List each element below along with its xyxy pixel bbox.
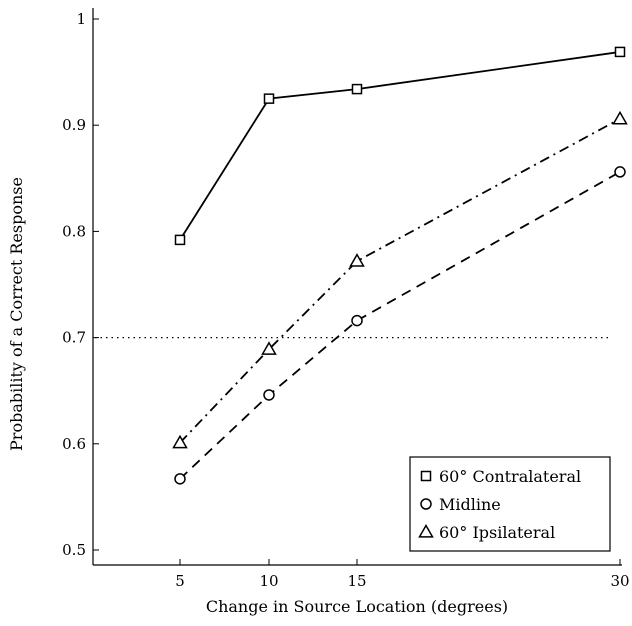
- data-point: [261, 341, 277, 355]
- legend-item: Midline: [420, 495, 501, 514]
- y-tick-label: 0.6: [62, 435, 86, 453]
- legend: 60° Contralateral Midline 60° Ipsilateral: [409, 456, 611, 552]
- tick-layer: 0.50.60.70.80.915 10 15 30: [62, 10, 629, 590]
- data-point: [263, 389, 275, 401]
- data-point: [612, 110, 628, 125]
- data-point: [263, 93, 275, 104]
- series-line: [179, 118, 621, 444]
- y-axis-label: Probability of a Correct Response: [7, 177, 26, 451]
- x-tick-label: 30: [610, 572, 629, 590]
- data-point: [174, 473, 186, 485]
- data-point: [349, 253, 365, 267]
- data-point: [351, 314, 363, 327]
- legend-box: [409, 456, 611, 552]
- legend-item: 60° Contralateral: [420, 467, 581, 486]
- legend-label: 60° Contralateral: [439, 467, 581, 486]
- series-triangle: [172, 110, 628, 449]
- series-layer: [172, 46, 628, 485]
- series-circle: [174, 166, 626, 485]
- y-tick-label: 0.5: [62, 541, 86, 559]
- y-tick-label: 1: [76, 10, 86, 28]
- x-tick-label: 15: [347, 572, 366, 590]
- series-line: [179, 51, 621, 241]
- data-point: [174, 234, 186, 246]
- x-axis-label: Change in Source Location (degrees): [206, 597, 508, 616]
- legend-marker: [418, 523, 434, 538]
- legend-marker: [420, 498, 432, 510]
- legend-marker: [420, 470, 432, 482]
- x-tick-label: 5: [175, 572, 185, 590]
- series-square: [174, 46, 626, 246]
- data-point: [351, 83, 363, 95]
- y-tick-label: 0.9: [62, 116, 86, 134]
- legend-item: 60° Ipsilateral: [418, 523, 555, 542]
- legend-label: Midline: [439, 495, 501, 514]
- data-point: [614, 46, 626, 58]
- y-tick-label: 0.8: [62, 222, 86, 240]
- data-point: [172, 434, 188, 449]
- data-point: [614, 166, 626, 178]
- x-tick-label: 10: [259, 572, 278, 590]
- series-line: [179, 171, 621, 480]
- legend-label: 60° Ipsilateral: [439, 523, 555, 542]
- y-tick-label: 0.7: [62, 329, 86, 347]
